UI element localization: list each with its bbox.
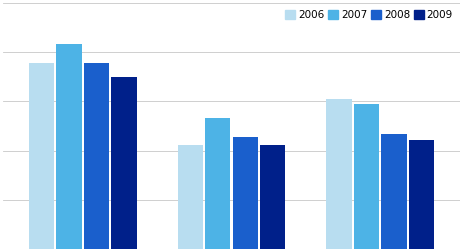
Bar	[409, 140, 434, 249]
Bar	[260, 145, 285, 249]
Bar	[29, 63, 54, 249]
Bar	[354, 104, 379, 249]
Bar	[232, 137, 258, 249]
Bar	[381, 134, 407, 249]
Bar	[56, 44, 82, 249]
Bar	[205, 118, 231, 249]
Bar	[326, 99, 351, 249]
Bar	[112, 77, 137, 249]
Legend: 2006, 2007, 2008, 2009: 2006, 2007, 2008, 2009	[283, 8, 455, 22]
Bar	[84, 63, 109, 249]
Bar	[178, 145, 203, 249]
